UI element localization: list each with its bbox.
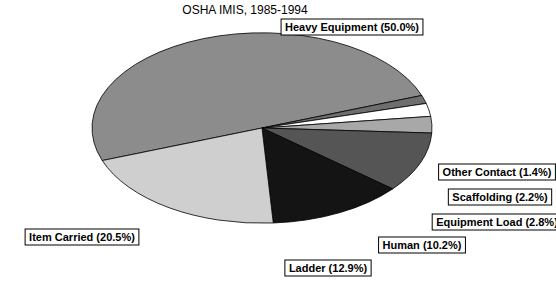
labels: Heavy Equipment (50.0%) Other Contact (1.… <box>25 19 556 276</box>
slice-label-text: Heavy Equipment (50.0%) <box>285 21 419 33</box>
label-box <box>379 237 466 253</box>
label-box <box>432 214 556 230</box>
pie <box>92 33 432 223</box>
slice-label-text: Item Carried (20.5%) <box>29 231 135 243</box>
slice-label-text: Other Contact (1.4%) <box>443 166 552 178</box>
slice-label: Ladder (12.9%) <box>285 260 371 276</box>
slice-label-text: Equipment Load (2.8%) <box>436 216 556 228</box>
slice-label: Human (10.2%) <box>379 237 466 253</box>
slice-label-text: Human (10.2%) <box>383 239 462 251</box>
slice-label: Item Carried (20.5%) <box>25 229 139 245</box>
slice <box>102 128 273 223</box>
chart: OSHA IMIS, 1985-1994 Heavy Equipment (50.… <box>0 0 556 298</box>
label-box <box>25 229 139 245</box>
title: OSHA IMIS, 1985-1994 <box>182 3 308 17</box>
label-box <box>439 164 556 180</box>
slice-label-text: Ladder (12.9%) <box>289 262 368 274</box>
label-box <box>285 260 371 276</box>
plot-area <box>92 33 432 223</box>
slice-label: Equipment Load (2.8%) <box>432 214 556 230</box>
slice-label: Heavy Equipment (50.0%) <box>281 19 423 35</box>
label-box <box>281 19 423 35</box>
label-box <box>448 189 551 205</box>
slice-label-text: Scaffolding (2.2%) <box>452 191 548 203</box>
slice-label: Other Contact (1.4%) <box>439 164 556 180</box>
slice <box>262 128 393 223</box>
slice-label: Scaffolding (2.2%) <box>448 189 551 205</box>
